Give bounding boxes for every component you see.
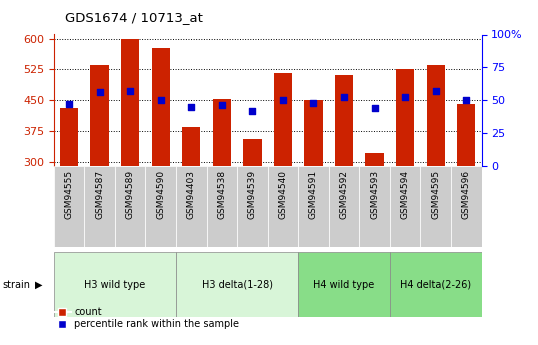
Text: H4 delta(2-26): H4 delta(2-26) [400,280,471,289]
Bar [121,39,139,166]
Text: GSM94594: GSM94594 [401,170,409,219]
Bar [54,166,84,247]
Bar [176,252,298,317]
Text: GSM94540: GSM94540 [279,170,287,219]
Point [401,95,409,100]
Text: GSM94595: GSM94595 [431,170,440,219]
Text: GSM94596: GSM94596 [462,170,471,219]
Bar [298,166,329,247]
Bar [90,65,109,166]
Bar [390,166,420,247]
Point [248,108,257,113]
Point [431,88,440,93]
Bar [182,127,201,166]
Bar [305,100,323,166]
Bar [207,166,237,247]
Text: GSM94590: GSM94590 [156,170,165,219]
Bar [427,65,445,166]
Bar [115,166,145,247]
Legend: count, percentile rank within the sample: count, percentile rank within the sample [48,304,243,333]
Text: H3 delta(1-28): H3 delta(1-28) [202,280,273,289]
Text: GSM94589: GSM94589 [126,170,134,219]
Text: GDS1674 / 10713_at: GDS1674 / 10713_at [65,11,202,24]
Bar [267,166,298,247]
Bar [420,166,451,247]
Point [339,95,348,100]
Bar [243,139,261,166]
Text: GSM94587: GSM94587 [95,170,104,219]
Text: GSM94403: GSM94403 [187,170,196,219]
Point [279,97,287,103]
Text: H4 wild type: H4 wild type [314,280,374,289]
Text: GSM94555: GSM94555 [65,170,74,219]
Bar [237,166,267,247]
Point [370,105,379,111]
Bar [365,153,384,166]
Bar [451,166,482,247]
Point [95,89,104,95]
Point [157,97,165,103]
Bar [390,252,482,317]
Text: strain: strain [3,280,31,289]
Point [217,102,226,108]
Bar [176,166,207,247]
Bar [274,73,292,166]
Point [309,100,318,106]
Text: GSM94593: GSM94593 [370,170,379,219]
Point [65,101,73,107]
Bar [60,108,78,166]
Text: ▶: ▶ [35,280,43,289]
Bar [84,166,115,247]
Bar [145,166,176,247]
Bar [298,252,390,317]
Bar [335,76,353,166]
Bar [213,99,231,166]
Text: GSM94591: GSM94591 [309,170,318,219]
Text: GSM94539: GSM94539 [248,170,257,219]
Text: GSM94538: GSM94538 [217,170,226,219]
Point [462,97,471,103]
Point [126,88,134,93]
Text: H3 wild type: H3 wild type [84,280,145,289]
Bar [54,252,176,317]
Bar [396,69,414,166]
Bar [359,166,390,247]
Bar [152,48,170,166]
Bar [457,104,476,166]
Point [187,104,196,109]
Bar [329,166,359,247]
Text: GSM94592: GSM94592 [339,170,349,219]
